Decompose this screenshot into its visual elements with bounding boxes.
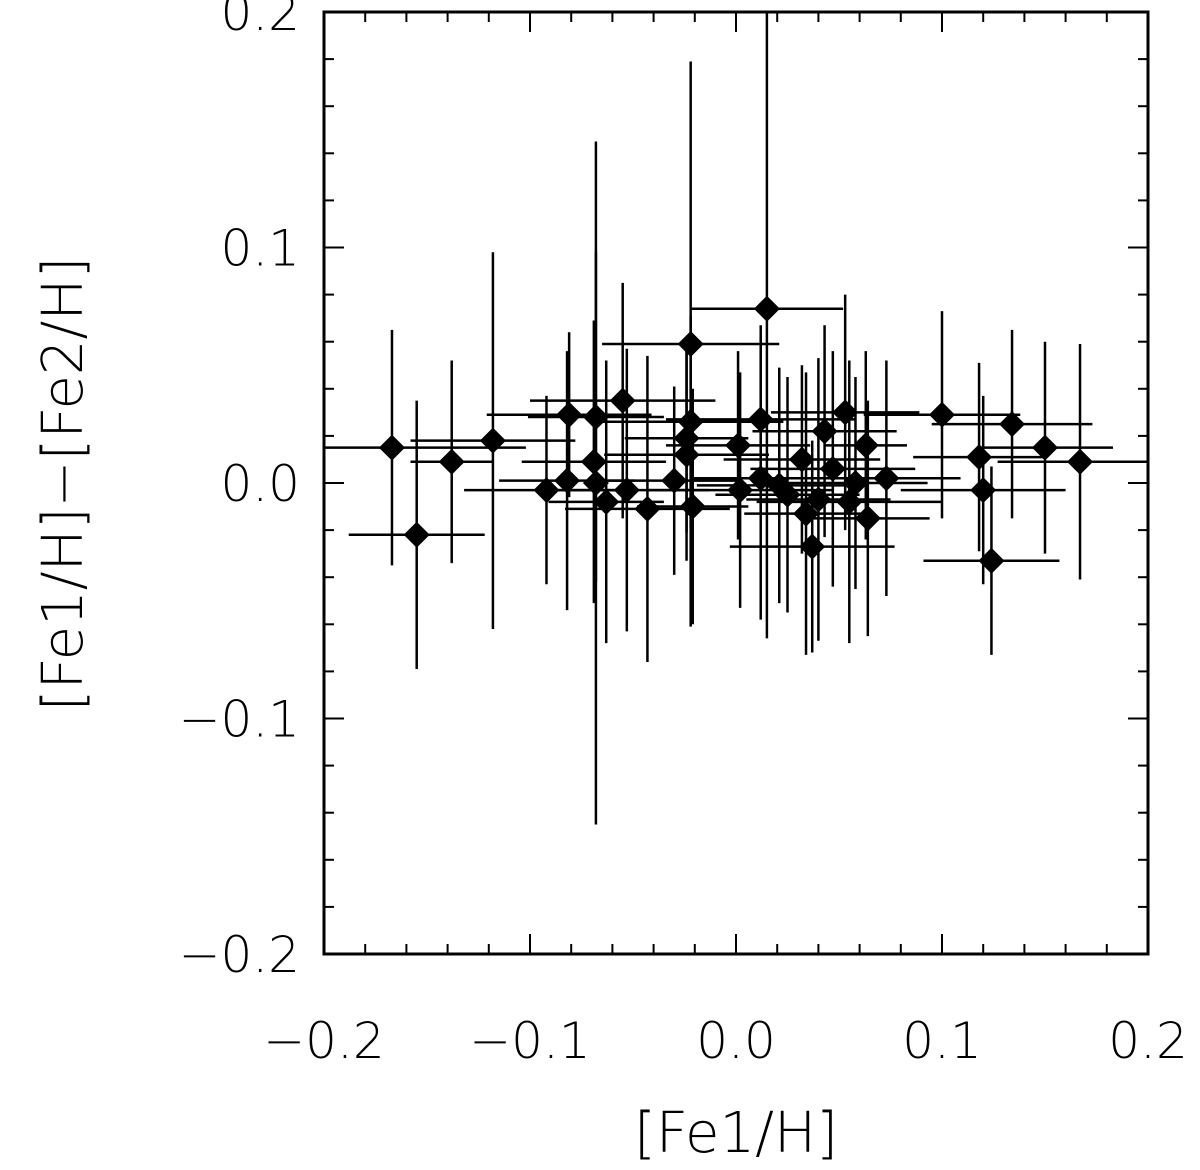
data-point-10: [673, 425, 700, 452]
data-point-4: [999, 411, 1026, 438]
y-tick-label: 0.2: [220, 0, 300, 42]
data-point-27: [873, 465, 900, 492]
data-point-25: [661, 467, 688, 494]
y-tick-label: −0.2: [179, 926, 300, 984]
data-point-3: [929, 401, 955, 428]
data-point-39: [634, 495, 661, 522]
data-point-40: [793, 500, 820, 527]
data-point-31: [727, 477, 754, 504]
data-point-2: [609, 387, 636, 414]
data-point-36: [593, 488, 620, 515]
data-point-1: [677, 331, 704, 358]
data-point-7: [747, 406, 774, 433]
data-point-44: [978, 547, 1005, 574]
y-tick-label: 0.0: [220, 455, 300, 513]
x-tick-label: −0.2: [263, 1012, 384, 1070]
data-point-26: [554, 467, 581, 494]
data-point-0: [753, 295, 780, 322]
data-point-41: [854, 505, 881, 532]
data-point-33: [613, 477, 640, 504]
data-point-19: [1067, 448, 1094, 475]
data-point-37: [836, 488, 863, 515]
x-tick-label: 0.2: [1108, 1012, 1188, 1070]
data-point-43: [403, 521, 430, 548]
data-point-38: [679, 493, 706, 520]
data-point-32: [970, 477, 997, 504]
data-point-15: [725, 432, 752, 459]
data-point-16: [852, 432, 879, 459]
data-point-11: [811, 418, 838, 445]
y-tick-label: 0.1: [220, 220, 300, 278]
data-point-42: [799, 533, 826, 560]
x-tick-labels: −0.2 −0.1 0.0 0.1 0.2: [263, 1012, 1187, 1070]
x-axis-title: [Fe1/H]: [634, 1101, 838, 1166]
data-point-23: [819, 455, 846, 482]
data-point-45: [582, 470, 609, 496]
axis-ticks: [323, 11, 1149, 955]
data-point-5: [556, 401, 583, 428]
x-tick-label: −0.1: [469, 1012, 590, 1070]
y-tick-labels: −0.2 −0.1 0.0 0.1 0.2: [179, 0, 300, 984]
y-axis-title: [Fe1/H]−[Fe2/H]: [31, 257, 96, 712]
data-point-35: [805, 486, 832, 513]
data-point-18: [438, 448, 465, 475]
data-point-17: [673, 441, 700, 468]
data-point-20: [580, 448, 607, 475]
error-bars: [324, 12, 1148, 825]
data-point-34: [774, 481, 801, 508]
data-point-22: [788, 446, 815, 473]
data-point-14: [1032, 434, 1058, 461]
x-tick-label: 0.0: [696, 1012, 776, 1070]
data-point-13: [378, 434, 405, 461]
x-tick-label: 0.1: [902, 1012, 982, 1070]
data-point-6: [582, 404, 609, 431]
data-point-30: [533, 477, 560, 504]
data-point-21: [966, 444, 993, 471]
data-point-12: [479, 427, 506, 454]
y-tick-label: −0.1: [179, 691, 300, 749]
data-markers: [378, 295, 1094, 574]
data-point-8: [832, 399, 859, 426]
